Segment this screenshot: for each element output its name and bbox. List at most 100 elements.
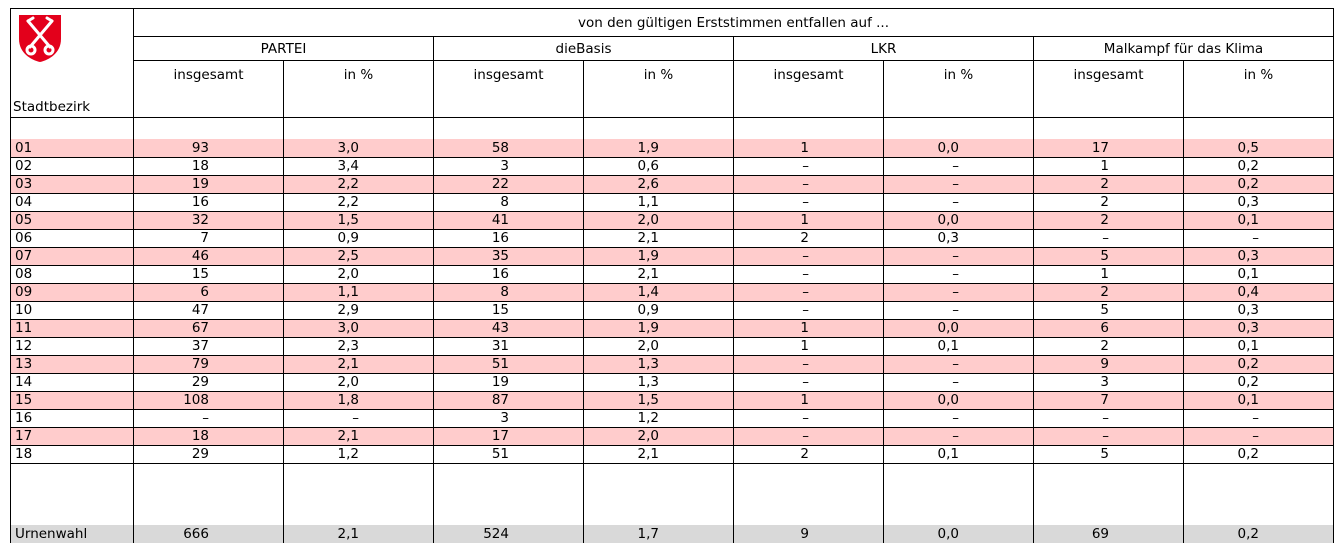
value-cell: 7	[133, 229, 284, 248]
value-cell: 2	[1033, 175, 1184, 194]
value-cell: 1,3	[583, 355, 734, 374]
value-cell: 19	[133, 175, 284, 194]
value-cell: –	[883, 427, 1034, 446]
value-cell: 2,1	[583, 229, 734, 248]
value-cell: 2,6	[583, 175, 734, 194]
value-cell: 0,6	[583, 157, 734, 176]
district-cell: 03	[10, 175, 134, 194]
value-cell: –	[733, 265, 884, 284]
value-cell: –	[1033, 229, 1184, 248]
district-cell: 12	[10, 337, 134, 356]
subcolumn-header: in %	[1183, 60, 1334, 118]
value-cell: 0,3	[1183, 193, 1334, 212]
district-cell: Urnenwahl	[10, 524, 134, 543]
value-cell: 2,1	[283, 427, 434, 446]
value-cell: 3	[433, 409, 584, 428]
value-cell: 0,1	[1183, 265, 1334, 284]
value-cell: 3,0	[283, 139, 434, 158]
value-cell: 0,2	[1183, 373, 1334, 392]
party-header: PARTEI	[133, 36, 434, 61]
data-row: Urnenwahl 666 2,1 524 1,7 9 0,0 69 0,2	[10, 524, 1334, 543]
party-header: Malkampf für das Klima	[1033, 36, 1334, 61]
value-cell: 51	[433, 355, 584, 374]
value-cell: 37	[133, 337, 284, 356]
value-cell: 8	[433, 283, 584, 302]
data-row: 02 18 3,4 3 0,6– –1 0,2	[10, 157, 1334, 176]
value-cell: –	[733, 157, 884, 176]
party-row: PARTEI dieBasis LKR Malkampf für das Klima	[11, 36, 1334, 61]
value-cell: 15	[133, 265, 284, 284]
district-cell: 13	[10, 355, 134, 374]
value-cell: 29	[133, 373, 284, 392]
value-cell: 2,3	[283, 337, 434, 356]
spacer-row	[10, 463, 1334, 525]
subcolumn-header: in %	[583, 60, 734, 118]
value-cell: 0,1	[1183, 391, 1334, 410]
district-cell: 10	[10, 301, 134, 320]
data-row: 05 32 1,5 41 2,0 1 0,0 2 0,1	[10, 211, 1334, 230]
value-cell: –	[1183, 427, 1334, 446]
value-cell: 0,9	[283, 229, 434, 248]
value-cell: 2,1	[283, 524, 434, 543]
value-cell: 2,2	[283, 193, 434, 212]
value-cell: 2,0	[283, 265, 434, 284]
value-cell: 0,9	[583, 301, 734, 320]
value-cell: 0,1	[883, 337, 1034, 356]
value-cell: 6	[1033, 319, 1184, 338]
corner-cell: Stadtbezirk	[10, 8, 134, 118]
data-row: 12 37 2,3 31 2,0 1 0,1 2 0,1	[10, 337, 1334, 356]
value-cell: 1,1	[583, 193, 734, 212]
value-cell: –	[883, 373, 1034, 392]
data-row: 07 46 2,5 35 1,9– –5 0,3	[10, 247, 1334, 266]
value-cell: –	[883, 301, 1034, 320]
value-cell: 108	[133, 391, 284, 410]
spacer-cell	[283, 463, 434, 525]
value-cell: 1,2	[583, 409, 734, 428]
coat-of-arms	[19, 15, 61, 62]
spacer-cell	[1183, 463, 1334, 525]
value-cell: –	[733, 175, 884, 194]
value-cell: 1	[733, 139, 884, 158]
district-cell: 04	[10, 193, 134, 212]
value-cell: 16	[433, 229, 584, 248]
data-row: 13 79 2,1 51 1,3– –9 0,2	[10, 355, 1334, 374]
party-header: LKR	[733, 36, 1034, 61]
value-cell: –	[883, 409, 1034, 428]
value-cell: 16	[433, 265, 584, 284]
value-cell: –	[733, 373, 884, 392]
value-cell: 58	[433, 139, 584, 158]
value-cell: 2,0	[583, 211, 734, 230]
value-cell: 0,0	[883, 391, 1034, 410]
value-cell: –	[1033, 427, 1184, 446]
data-row: 11 67 3,0 43 1,9 1 0,0 6 0,3	[10, 319, 1334, 338]
value-cell: 1,2	[283, 445, 434, 464]
value-cell: 19	[433, 373, 584, 392]
value-cell: 0,3	[1183, 247, 1334, 266]
district-cell: 05	[10, 211, 134, 230]
value-cell: –	[283, 409, 434, 428]
value-cell: 1	[733, 211, 884, 230]
district-cell: 07	[10, 247, 134, 266]
value-cell: 2,9	[283, 301, 434, 320]
spacer-cell	[733, 463, 884, 525]
value-cell: 2	[1033, 337, 1184, 356]
value-cell: 1,5	[583, 391, 734, 410]
subcolumn-header: insgesamt	[433, 60, 584, 118]
value-cell: 0,0	[883, 524, 1034, 543]
value-cell: 35	[433, 247, 584, 266]
value-cell: –	[733, 301, 884, 320]
data-row: 17 18 2,1 17 2,0– – – –	[10, 427, 1334, 446]
district-cell: 02	[10, 157, 134, 176]
subcolumn-row: insgesamt in % insgesamt in % insgesamt in % i…	[11, 60, 1334, 118]
value-cell: 0,1	[1183, 337, 1334, 356]
value-cell: –	[733, 283, 884, 302]
corner-label: Stadtbezirk	[13, 99, 91, 115]
header-title: von den gültigen Erststimmen entfallen a…	[133, 8, 1334, 37]
value-cell: 9	[733, 524, 884, 543]
value-cell: 46	[133, 247, 284, 266]
value-cell: 2,0	[583, 427, 734, 446]
value-cell: 41	[433, 211, 584, 230]
value-cell: 1,8	[283, 391, 434, 410]
data-row: 10 47 2,9 15 0,9– –5 0,3	[10, 301, 1334, 320]
value-cell: 67	[133, 319, 284, 338]
